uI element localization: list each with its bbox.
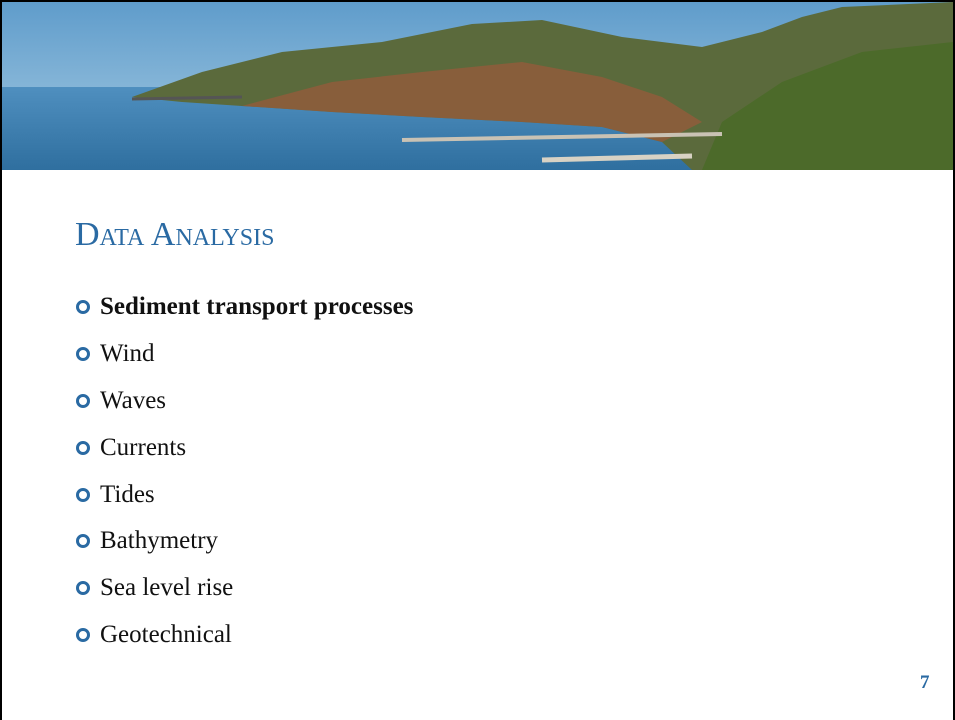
bullet-text: Tides — [100, 481, 155, 509]
bullet-item: Sea level rise — [76, 565, 413, 612]
bullet-list: Sediment transport processes Wind Waves Cur… — [76, 284, 413, 658]
bullet-text: Bathymetry — [100, 527, 218, 555]
bullet-marker — [76, 394, 90, 408]
bullet-text: Wind — [100, 340, 155, 368]
bullet-marker — [76, 488, 90, 502]
bullet-marker — [76, 300, 90, 314]
bullet-text: Waves — [100, 387, 166, 415]
bullet-item: Tides — [76, 471, 413, 518]
bullet-marker — [76, 441, 90, 455]
bullet-text: Sea level rise — [100, 574, 233, 602]
bullet-marker — [76, 347, 90, 361]
page: Data Analysis Sediment transport process… — [0, 0, 955, 720]
bullet-item: Sediment transport processes — [76, 284, 413, 331]
bullet-text: Geotechnical — [100, 621, 232, 649]
bullet-text: Currents — [100, 434, 186, 462]
slide: Data Analysis Sediment transport process… — [0, 0, 955, 720]
bullet-item: Bathymetry — [76, 518, 413, 565]
bullet-item: Wind — [76, 331, 413, 378]
bullet-marker — [76, 628, 90, 642]
bullet-item: Waves — [76, 378, 413, 425]
bullet-item: Geotechnical — [76, 612, 413, 659]
bullet-marker — [76, 581, 90, 595]
slide-title: Data Analysis — [75, 216, 274, 254]
header-photo — [2, 2, 953, 170]
bullet-item: Currents — [76, 424, 413, 471]
page-number: 7 — [920, 672, 930, 694]
bullet-marker — [76, 534, 90, 548]
bullet-text: Sediment transport processes — [100, 293, 413, 321]
